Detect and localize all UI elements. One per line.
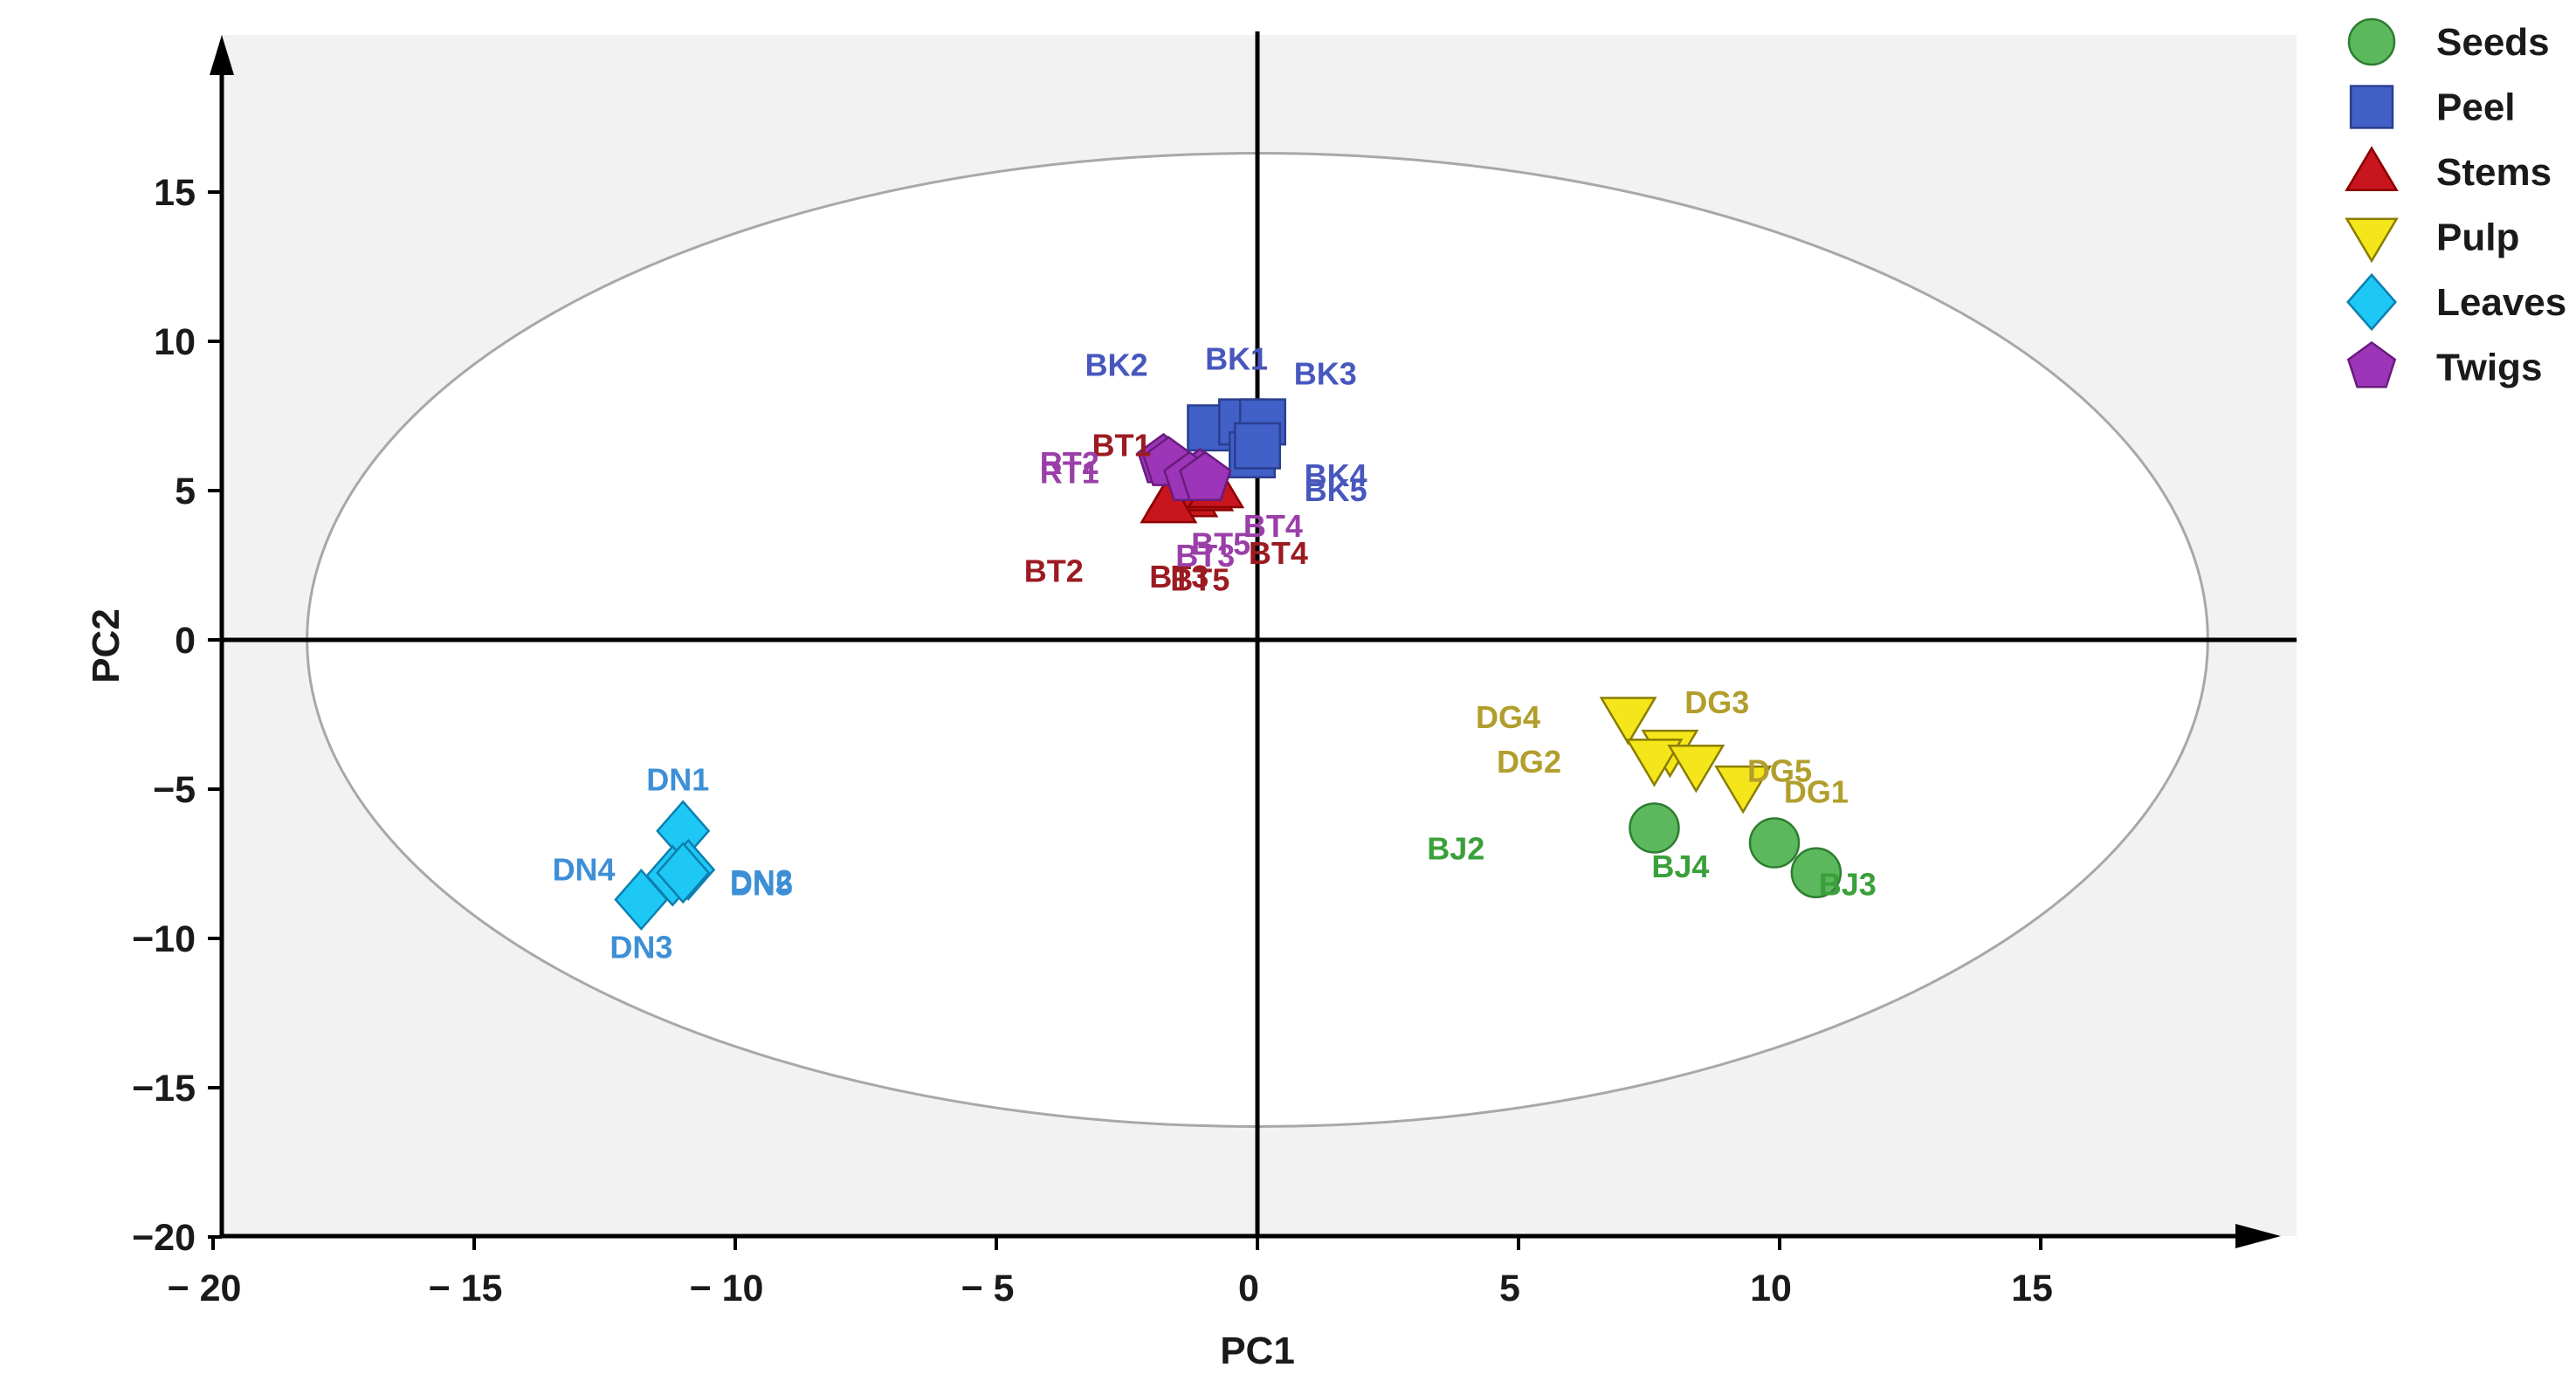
legend-marker-pulp <box>2345 217 2399 264</box>
point-label: BT2 <box>1024 553 1084 588</box>
point-label: BT3 <box>1175 538 1235 574</box>
legend-label-seeds: Seeds <box>2436 21 2550 64</box>
point-label: DG5 <box>1747 752 1812 788</box>
data-point-twigs <box>1178 450 1232 502</box>
legend-label-leaves: Leaves <box>2436 281 2566 324</box>
y-tick-label: −20 <box>132 1217 196 1259</box>
data-point-pulp <box>1714 765 1773 814</box>
point-label: DN3 <box>610 929 672 965</box>
point-label: BK5 <box>1305 472 1367 508</box>
x-axis-title: PC1 <box>1220 1330 1295 1372</box>
point-label: BJ2 <box>1427 830 1484 866</box>
y-tick-label: 15 <box>154 172 196 214</box>
y-tick-label: −15 <box>132 1068 196 1110</box>
legend-marker-stems <box>2345 146 2399 192</box>
point-label: DG1 <box>1784 773 1849 809</box>
point-label: BJ4 <box>1651 849 1709 884</box>
y-tick-label: 10 <box>154 321 196 363</box>
point-label: BT4 <box>1249 535 1308 571</box>
legend-label-twigs: Twigs <box>2436 347 2542 389</box>
y-tick-label: −10 <box>132 918 196 960</box>
point-label: DG2 <box>1497 744 1561 780</box>
legend-marker-twigs <box>2346 340 2397 388</box>
point-label: DG4 <box>1476 699 1540 735</box>
legend-marker-seeds <box>2347 17 2396 66</box>
y-tick-label: −5 <box>153 769 196 811</box>
point-label: BT5 <box>1170 562 1229 598</box>
point-label: BT5 <box>1191 526 1250 562</box>
x-tick-label: − 15 <box>429 1268 503 1309</box>
y-tick-label: 5 <box>175 471 196 512</box>
x-axis-arrow <box>2235 1224 2281 1248</box>
data-point-seeds <box>1748 817 1801 869</box>
data-point-leaves <box>614 869 669 931</box>
data-point-seeds <box>1790 847 1842 899</box>
legend-label-stems: Stems <box>2436 151 2552 194</box>
point-label: DN1 <box>646 762 709 798</box>
point-label: BK3 <box>1294 356 1357 392</box>
legend-label-peel: Peel <box>2436 86 2516 129</box>
point-label: DN4 <box>553 851 616 887</box>
point-label: BK1 <box>1205 341 1268 377</box>
point-label: BT3 <box>1149 559 1209 594</box>
x-tick-label: 10 <box>1750 1268 1792 1309</box>
data-point-leaves <box>656 842 711 904</box>
point-label: RT2 <box>1040 445 1099 481</box>
x-tick-label: − 10 <box>690 1268 764 1309</box>
x-tick-label: 5 <box>1499 1268 1520 1309</box>
x-tick-label: 15 <box>2011 1268 2053 1309</box>
x-tick-label: − 20 <box>168 1268 242 1309</box>
legend-marker-leaves <box>2346 272 2397 332</box>
y-tick-label: 0 <box>175 620 196 662</box>
data-point-pulp <box>1667 744 1725 794</box>
point-label: BT1 <box>1092 428 1152 464</box>
data-point-pulp <box>1599 697 1657 746</box>
point-label: DN2 <box>730 863 793 899</box>
point-label: RT1 <box>1040 454 1099 490</box>
point-label: BK2 <box>1085 347 1148 382</box>
point-label: DG3 <box>1684 684 1749 720</box>
point-label: BK4 <box>1305 457 1367 493</box>
data-point-peel <box>1233 422 1282 470</box>
legend-marker-peel <box>2349 85 2394 129</box>
y-axis-arrow <box>210 35 234 75</box>
point-label: BJ3 <box>1819 866 1877 902</box>
point-label: DN5 <box>730 866 793 902</box>
data-point-pulp <box>1625 739 1684 787</box>
point-label: BT4 <box>1243 508 1303 544</box>
x-tick-label: 0 <box>1238 1268 1259 1309</box>
x-tick-label: − 5 <box>961 1268 1015 1309</box>
y-axis-title: PC2 <box>85 608 127 684</box>
data-point-seeds <box>1629 802 1680 854</box>
legend-label-pulp: Pulp <box>2436 216 2519 259</box>
